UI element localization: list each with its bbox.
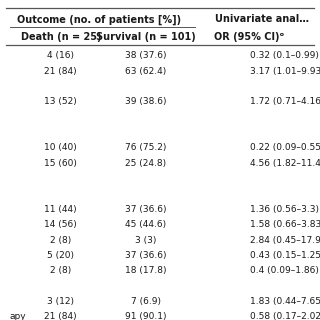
Text: 1.83 (0.44–7.65)…: 1.83 (0.44–7.65)… <box>250 297 320 306</box>
Text: 91 (90.1): 91 (90.1) <box>125 312 166 320</box>
Text: 21 (84): 21 (84) <box>44 312 77 320</box>
Text: 39 (38.6): 39 (38.6) <box>125 97 166 106</box>
Text: 21 (84): 21 (84) <box>44 67 77 76</box>
Text: 10 (40): 10 (40) <box>44 143 77 152</box>
Text: 45 (44.6): 45 (44.6) <box>125 220 166 229</box>
Text: 63 (62.4): 63 (62.4) <box>125 67 166 76</box>
Text: 3.17 (1.01–9.93)…: 3.17 (1.01–9.93)… <box>250 67 320 76</box>
Text: Univariate anal…: Univariate anal… <box>215 14 309 24</box>
Text: 2 (8): 2 (8) <box>50 266 71 275</box>
Text: 25 (24.8): 25 (24.8) <box>125 159 166 168</box>
Text: Death (n = 25): Death (n = 25) <box>20 32 101 42</box>
Text: 2 (8): 2 (8) <box>50 236 71 244</box>
Text: 13 (52): 13 (52) <box>44 97 77 106</box>
Text: apy: apy <box>10 312 26 320</box>
Text: 0.32 (0.1–0.99): 0.32 (0.1–0.99) <box>250 51 318 60</box>
Text: 5 (20): 5 (20) <box>47 251 74 260</box>
Text: 1.58 (0.66–3.83)…: 1.58 (0.66–3.83)… <box>250 220 320 229</box>
Text: 15 (60): 15 (60) <box>44 159 77 168</box>
Text: 1.36 (0.56–3.3): 1.36 (0.56–3.3) <box>250 205 319 214</box>
Text: 0.4 (0.09–1.86): 0.4 (0.09–1.86) <box>250 266 318 275</box>
Text: 2.84 (0.45–17.99…: 2.84 (0.45–17.99… <box>250 236 320 244</box>
Text: 37 (36.6): 37 (36.6) <box>125 205 166 214</box>
Text: 14 (56): 14 (56) <box>44 220 77 229</box>
Text: 4.56 (1.82–11.43…: 4.56 (1.82–11.43… <box>250 159 320 168</box>
Text: 38 (37.6): 38 (37.6) <box>125 51 166 60</box>
Text: Outcome (no. of patients [%]): Outcome (no. of patients [%]) <box>17 14 181 25</box>
Text: 76 (75.2): 76 (75.2) <box>125 143 166 152</box>
Text: Survival (n = 101): Survival (n = 101) <box>96 32 196 42</box>
Text: 0.43 (0.15–1.25)…: 0.43 (0.15–1.25)… <box>250 251 320 260</box>
Text: 11 (44): 11 (44) <box>44 205 77 214</box>
Text: 3 (3): 3 (3) <box>135 236 156 244</box>
Text: 0.58 (0.17–2.02)…: 0.58 (0.17–2.02)… <box>250 312 320 320</box>
Text: 3 (12): 3 (12) <box>47 297 74 306</box>
Text: 7 (6.9): 7 (6.9) <box>131 297 161 306</box>
Text: OR (95% CI)ᵒ: OR (95% CI)ᵒ <box>214 32 285 42</box>
Text: 37 (36.6): 37 (36.6) <box>125 251 166 260</box>
Text: 18 (17.8): 18 (17.8) <box>125 266 166 275</box>
Text: 0.22 (0.09–0.55)…: 0.22 (0.09–0.55)… <box>250 143 320 152</box>
Text: 4 (16): 4 (16) <box>47 51 74 60</box>
Text: 1.72 (0.71–4.16)…: 1.72 (0.71–4.16)… <box>250 97 320 106</box>
